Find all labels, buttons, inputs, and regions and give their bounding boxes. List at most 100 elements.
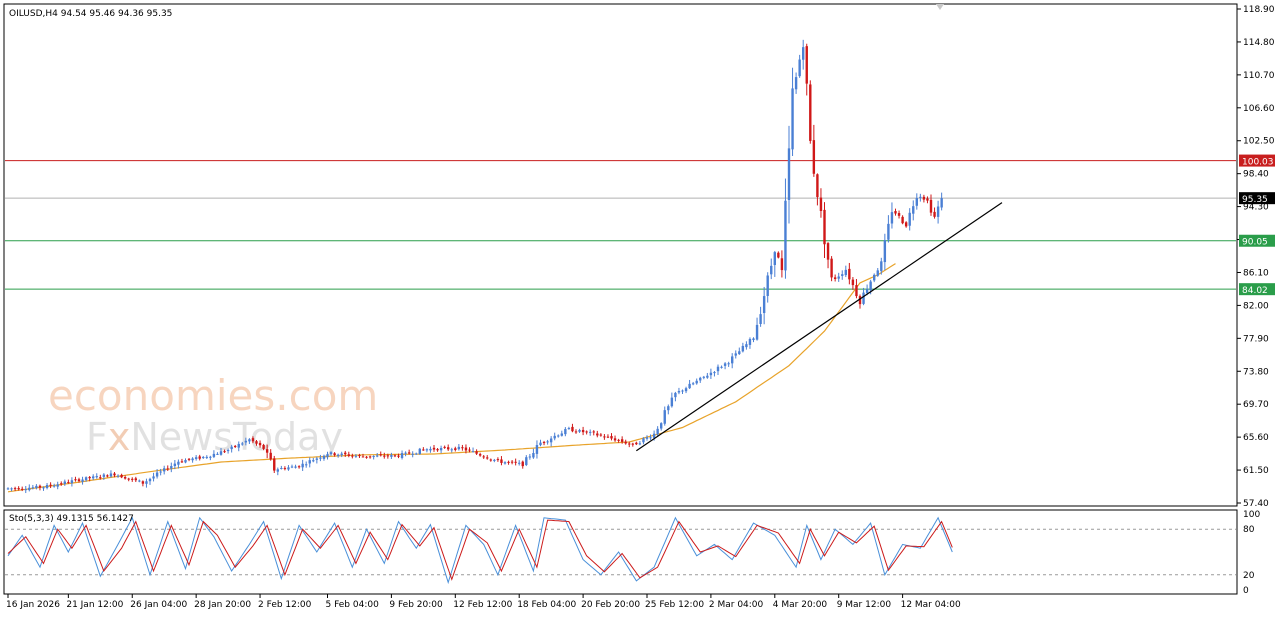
candle-body: [656, 428, 659, 435]
candle-body: [244, 440, 248, 443]
time-tick-label: 25 Feb 12:00: [645, 600, 704, 610]
chart-shift-marker[interactable]: [936, 4, 944, 10]
candle-body: [503, 462, 507, 464]
candle-body: [194, 457, 198, 459]
candle-body: [752, 338, 755, 341]
candle-body: [468, 449, 471, 451]
candle-body: [141, 481, 145, 484]
candle-body: [436, 449, 439, 451]
candle-body: [897, 213, 901, 216]
candle-body: [123, 477, 127, 479]
candle-body: [695, 380, 698, 384]
candle-body: [81, 479, 84, 482]
candle-body: [922, 196, 926, 200]
candle-body: [42, 487, 45, 489]
candle-body: [617, 439, 620, 441]
time-axis[interactable]: 16 Jan 2026 21 Jan 12:00 26 Jan 04:00 28 Ja…: [6, 594, 961, 610]
candle-body: [294, 466, 297, 468]
candle-body: [230, 446, 233, 450]
candle-body: [418, 448, 421, 454]
watermark-line2: FxNewsToday: [86, 415, 343, 459]
time-tick-label: 9 Feb 20:00: [389, 600, 443, 610]
candle-body: [404, 452, 407, 454]
candle-body: [209, 456, 212, 458]
candle-body: [723, 363, 727, 366]
candle-body: [770, 265, 773, 275]
candle-body: [297, 466, 301, 468]
candle-body: [596, 433, 599, 436]
candle-body: [340, 453, 343, 456]
candle-body: [301, 463, 304, 468]
candle-body: [198, 456, 201, 459]
candle-body: [17, 488, 20, 490]
candle-body: [837, 276, 840, 279]
candle-body: [461, 447, 464, 449]
time-tick-label: 20 Feb 20:00: [581, 600, 640, 610]
candle-body: [784, 200, 787, 271]
candle-body: [841, 274, 844, 276]
candle-body: [223, 451, 226, 453]
time-tick-label: 21 Jan 12:00: [66, 600, 123, 610]
candle-body: [713, 372, 716, 374]
candle-body: [351, 455, 354, 457]
candle-body: [777, 252, 780, 258]
level-tag-text-100.03: 100.03: [1242, 158, 1274, 168]
price-axis[interactable]: 118.90 114.80 110.70 106.60 102.50 98.40 94.30…: [1237, 5, 1275, 509]
candle-body: [347, 454, 350, 456]
candle-body: [212, 453, 216, 457]
candle-body: [592, 431, 595, 433]
candle-body: [919, 196, 922, 198]
candles: [6, 39, 943, 494]
candle-body: [794, 77, 798, 90]
candle-body: [368, 456, 372, 458]
trendline-layer[interactable]: [636, 202, 1003, 452]
time-tick-label: 2 Mar 04:00: [709, 600, 764, 610]
candle-body: [411, 453, 414, 455]
candle-body: [855, 285, 858, 297]
level-tag-84.02: [1239, 283, 1275, 296]
candle-body: [780, 258, 784, 271]
candle-body: [13, 488, 17, 490]
candle-body: [226, 450, 230, 452]
candle-body: [287, 467, 290, 470]
time-tick-label: 5 Feb 04:00: [326, 600, 380, 610]
candle-body: [858, 296, 862, 305]
candle-body: [681, 390, 684, 392]
candle-body: [290, 466, 294, 468]
candle-body: [163, 468, 166, 472]
candle-body: [844, 269, 847, 276]
time-tick-label: 2 Feb 12:00: [258, 600, 312, 610]
candle-body: [155, 472, 159, 477]
candle-body: [667, 406, 670, 411]
candle-body: [280, 468, 283, 470]
candle-body: [553, 435, 556, 439]
time-tick-label: 4 Mar 20:00: [773, 600, 828, 610]
candle-body: [816, 174, 819, 198]
candle-body: [6, 488, 10, 490]
candle-body: [880, 261, 883, 272]
candle-body: [145, 481, 148, 484]
candle-body: [24, 489, 27, 491]
candle-body: [578, 429, 581, 432]
price-tick-label: 106.60: [1243, 104, 1275, 114]
candle-body: [819, 197, 823, 212]
candle-body: [138, 480, 141, 482]
candle-body: [933, 211, 936, 217]
candle-body: [539, 442, 542, 446]
candle-body: [95, 476, 98, 478]
candle-body: [741, 345, 745, 352]
candle-body: [454, 448, 457, 450]
candle-body: [486, 457, 489, 459]
candle-body: [904, 222, 908, 227]
oscillator-header: Sto(5,3,3) 49.1315 56.1427: [9, 514, 134, 524]
candle-body: [787, 148, 791, 200]
candle-body: [564, 429, 567, 435]
price-tick-label: 82.00: [1243, 301, 1269, 311]
candle-body: [439, 448, 443, 451]
candle-body: [432, 447, 436, 450]
candle-body: [134, 478, 137, 481]
candle-body: [674, 392, 677, 398]
candle-body: [84, 477, 88, 481]
